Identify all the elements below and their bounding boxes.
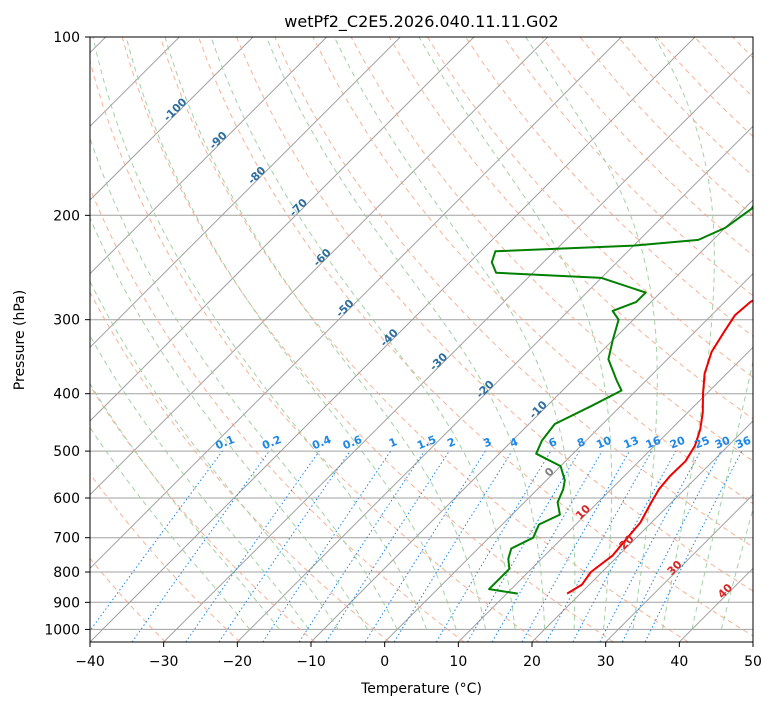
moist-adiabat-line <box>265 37 546 630</box>
x-tick-label: −30 <box>149 654 179 670</box>
dry-adiabat-line <box>198 37 753 637</box>
dry-adiabat-line <box>312 37 753 505</box>
mixing-ratio-line <box>325 450 450 642</box>
moist-adiabat-line <box>654 37 715 630</box>
moist-adiabat-line <box>418 37 613 630</box>
plot-frame <box>89 36 754 643</box>
mixing-ratio-label: 13 <box>622 434 641 452</box>
mixing-ratio-label: 3 <box>482 435 494 450</box>
isotherm-line <box>457 346 753 642</box>
mixing-ratio-line <box>262 450 392 642</box>
mixing-ratio-line <box>572 450 677 642</box>
dry-adiabat-line <box>90 291 390 642</box>
mixing-ratio-line <box>521 450 630 642</box>
isotherm-line <box>90 37 254 201</box>
isotherm-line <box>90 37 475 422</box>
mixing-ratio-label: 20 <box>668 434 687 452</box>
dry-adiabat-line <box>90 59 540 642</box>
dry-adiabat-line <box>90 472 241 642</box>
y-axis-label: Pressure (hPa) <box>12 290 28 390</box>
mixing-ratio-line <box>131 450 270 642</box>
mixing-ratio-line <box>218 450 351 642</box>
isotherm-line <box>90 37 549 496</box>
mixing-ratio-line <box>185 450 320 642</box>
moist-adiabat-line <box>691 358 753 630</box>
dry-adiabat-line <box>236 37 753 592</box>
y-tick-label: 800 <box>53 565 80 581</box>
moist-adiabat-line <box>525 37 658 630</box>
moist-adiabat-line <box>164 37 487 630</box>
grid-layer <box>90 37 753 642</box>
mixing-ratio-label: 8 <box>575 435 587 450</box>
y-tick-label: 200 <box>53 208 80 224</box>
isotherm-line <box>90 37 696 642</box>
mixing-ratio-label: 25 <box>693 434 712 452</box>
moist-adiabat-line <box>210 37 516 630</box>
dry-adiabat-line <box>350 37 753 462</box>
isotherm-line <box>90 37 401 349</box>
moist-adiabat-line <box>90 426 251 630</box>
isotherm-line <box>605 493 753 642</box>
moist-adiabat-line <box>90 216 369 630</box>
isotherm-line <box>90 37 328 275</box>
mixing-ratio-label: 30 <box>713 434 732 452</box>
dry-adiabat-line <box>90 186 465 642</box>
x-tick-label: 30 <box>597 654 615 670</box>
chart-title: wetPf2_C2E5.2026.040.11.11.G02 <box>284 12 558 32</box>
x-tick-label: 50 <box>744 654 762 670</box>
x-tick-label: 20 <box>523 654 541 670</box>
mixing-ratio-line <box>545 450 653 642</box>
dry-adiabat-line <box>503 37 753 297</box>
mixing-ratio-label: 1 <box>387 435 399 450</box>
dry-adiabat-line <box>274 37 753 548</box>
dewpoint-profile-line <box>488 204 753 595</box>
mixing-ratio-label: 10 <box>594 434 613 452</box>
y-tick-label: 100 <box>53 30 80 46</box>
dry-adiabat-line <box>90 557 166 642</box>
isotherm-line <box>90 37 622 570</box>
tick-layer: −40 −30 −20 −10 0 10 20 30 40 50 100 200 300 400 500 60… <box>44 30 762 670</box>
y-tick-label: 300 <box>53 313 80 329</box>
x-tick-label: 40 <box>670 654 688 670</box>
moist-adiabat-line <box>333 37 576 630</box>
isotherm-line <box>531 420 753 642</box>
y-tick-label: 400 <box>53 387 80 403</box>
x-tick-label: −40 <box>75 654 105 670</box>
dry-adiabat-line <box>465 37 753 338</box>
x-tick-label: 0 <box>380 654 389 670</box>
isotherm-line <box>163 51 753 642</box>
moist-adiabat-line <box>90 382 280 630</box>
temperature-profile-line <box>566 299 753 595</box>
x-axis-label: Temperature (°C) <box>360 681 482 697</box>
mixing-ratio-line <box>393 450 513 642</box>
y-tick-label: 600 <box>53 491 80 507</box>
y-tick-label: 900 <box>53 595 80 611</box>
mixing-ratio-label: 2 <box>445 435 457 450</box>
moist-adiabat-line <box>90 136 398 630</box>
y-tick-label: 1000 <box>44 622 80 638</box>
mixing-ratio-line <box>90 450 223 632</box>
moist-adiabat-line <box>92 37 428 630</box>
y-tick-label: 700 <box>53 531 80 547</box>
y-tick-label: 500 <box>53 444 80 460</box>
series-layer <box>488 204 753 595</box>
mixing-ratio-label: 16 <box>644 434 663 452</box>
mixing-ratio-line <box>644 450 743 642</box>
x-tick-label: −20 <box>223 654 253 670</box>
isotherm-line <box>384 272 753 642</box>
moist-adiabat-line <box>125 37 457 630</box>
isotherm-line <box>236 125 753 642</box>
mixing-ratio-label: 36 <box>734 434 753 452</box>
mixing-ratio-line <box>298 450 425 642</box>
dry-adiabat-line <box>388 37 753 420</box>
x-tick-label: −10 <box>296 654 326 670</box>
x-tick-label: 10 <box>449 654 467 670</box>
